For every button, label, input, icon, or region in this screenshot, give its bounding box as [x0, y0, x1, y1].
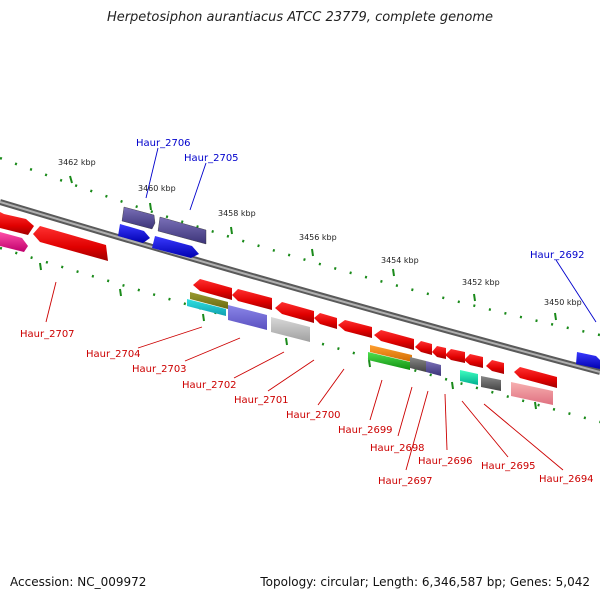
- gene-red-b[interactable]: [232, 289, 272, 310]
- gene-red-d[interactable]: [314, 313, 337, 329]
- scale-label: 3460 kbp: [138, 184, 176, 193]
- gene-haur-2706[interactable]: [121, 206, 156, 230]
- accession-label: Accession: NC_009972: [10, 575, 147, 589]
- gene-red-g[interactable]: [415, 341, 432, 355]
- gene-blue-right[interactable]: [576, 352, 600, 369]
- map-title: Herpetosiphon aurantiacus ATCC 23779, co…: [106, 10, 494, 25]
- genome-backbone-highlight: [0, 201, 600, 373]
- scale-label: 3450 kbp: [544, 298, 582, 307]
- gene-orange[interactable]: [370, 345, 412, 362]
- gene-label-haur-2707: Haur_2707: [20, 329, 75, 340]
- gene-olive[interactable]: [190, 292, 228, 309]
- gene-haur-2705[interactable]: [157, 216, 207, 245]
- gene-red-j[interactable]: [464, 354, 483, 368]
- gene-label-haur-2697: Haur_2697: [378, 476, 433, 487]
- scale-label: 3462 kbp: [58, 158, 96, 167]
- scale-label: 3456 kbp: [299, 233, 337, 242]
- reverse-genes: [187, 279, 557, 405]
- gene-label-haur-2698: Haur_2698: [370, 443, 425, 454]
- gene-haur-2702[interactable]: [271, 317, 310, 342]
- gene-green[interactable]: [368, 352, 410, 370]
- gene-haur-2695[interactable]: [481, 376, 501, 391]
- reverse-leaders: [45, 281, 564, 471]
- genome-backbone: [0, 199, 600, 375]
- scale-label: 3454 kbp: [381, 256, 419, 265]
- gene-red-e[interactable]: [338, 320, 372, 338]
- gene-haur-2697[interactable]: [426, 361, 441, 376]
- gene-red-f[interactable]: [374, 330, 414, 350]
- gene-red-k[interactable]: [486, 360, 504, 374]
- gene-label-haur-2692: Haur_2692: [530, 250, 585, 261]
- gene-haur-2698[interactable]: [410, 357, 426, 372]
- gene-label-haur-2704: Haur_2704: [86, 349, 141, 360]
- outer-ticks: [69, 175, 557, 321]
- gene-label-haur-2696: Haur_2696: [418, 456, 473, 467]
- gene-label-haur-2705: Haur_2705: [184, 153, 239, 164]
- gene-red-i[interactable]: [445, 349, 465, 363]
- gene-red-left-1[interactable]: [0, 212, 34, 235]
- gene-label-haur-2701: Haur_2701: [234, 395, 289, 406]
- gene-magenta-left[interactable]: [0, 232, 28, 252]
- gene-blue-2[interactable]: [152, 236, 199, 258]
- genome-summary: Topology: circular; Length: 6,346,587 bp…: [260, 575, 590, 589]
- gene-red-c[interactable]: [275, 302, 314, 323]
- scale-label: 3452 kbp: [462, 278, 500, 287]
- gene-label-haur-2703: Haur_2703: [132, 364, 187, 375]
- gene-red-a[interactable]: [193, 279, 232, 300]
- gene-label-haur-2699: Haur_2699: [338, 425, 393, 436]
- gene-haur-2696[interactable]: [460, 370, 478, 385]
- gene-cyan[interactable]: [187, 299, 226, 316]
- gene-red-left-2[interactable]: [33, 226, 108, 261]
- gene-haur-2694[interactable]: [511, 382, 553, 405]
- forward-leaders: [145, 147, 597, 323]
- gene-red-h[interactable]: [432, 346, 446, 359]
- gene-label-haur-2694: Haur_2694: [539, 474, 594, 485]
- forward-genes: [0, 206, 600, 369]
- gene-label-haur-2695: Haur_2695: [481, 461, 536, 472]
- scale-label: 3458 kbp: [218, 209, 256, 218]
- gene-haur-2703[interactable]: [228, 305, 267, 330]
- gene-blue-1[interactable]: [118, 224, 150, 243]
- gene-label-haur-2700: Haur_2700: [286, 410, 341, 421]
- inner-ticks: [39, 262, 537, 410]
- gene-red-l[interactable]: [514, 367, 557, 388]
- gene-label-haur-2702: Haur_2702: [182, 380, 237, 391]
- gene-label-haur-2706: Haur_2706: [136, 138, 191, 149]
